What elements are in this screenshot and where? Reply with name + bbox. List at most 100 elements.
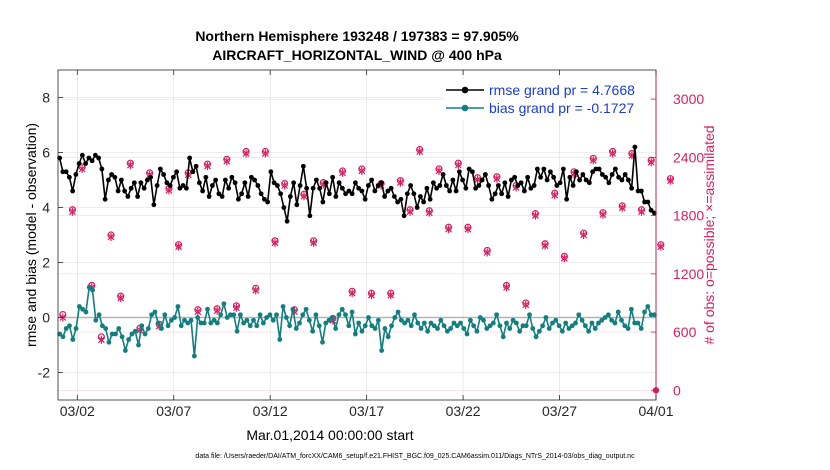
- rmse-marker: [226, 185, 232, 191]
- bias-marker: [60, 334, 66, 340]
- obs-assimilated-marker: [667, 176, 674, 185]
- bias-marker: [605, 312, 611, 318]
- bias-marker: [152, 309, 158, 315]
- bias-marker: [510, 317, 516, 323]
- obs-assimilated-marker: [368, 291, 375, 300]
- obs-assimilated-marker: [657, 242, 665, 251]
- bias-marker: [336, 312, 342, 318]
- bias-marker: [145, 326, 151, 331]
- rmse-marker: [229, 174, 235, 180]
- rmse-marker: [362, 196, 368, 202]
- x-tick-label: 03/07: [156, 403, 191, 419]
- bias-marker: [211, 317, 217, 323]
- rmse-marker: [206, 194, 212, 199]
- bias-marker: [313, 312, 319, 318]
- bias-marker: [198, 320, 204, 326]
- rmse-marker: [638, 188, 644, 194]
- bias-marker: [412, 312, 417, 318]
- bias-marker: [300, 312, 306, 318]
- rmse-marker: [453, 188, 459, 194]
- rmse-marker: [63, 169, 69, 175]
- bias-marker: [628, 306, 634, 312]
- obs-assimilated-marker: [445, 225, 453, 234]
- bias-marker: [142, 331, 148, 337]
- rmse-marker: [187, 155, 193, 161]
- bias-marker: [214, 320, 220, 326]
- bias-marker: [458, 320, 463, 326]
- bias-marker: [119, 334, 125, 340]
- obs-layer: [59, 145, 675, 394]
- bias-marker: [224, 315, 230, 320]
- rmse-marker: [190, 169, 196, 175]
- bias-marker: [178, 323, 184, 329]
- rmse-marker: [141, 185, 147, 191]
- rmse-marker: [89, 158, 95, 164]
- rmse-marker: [209, 183, 215, 188]
- rmse-marker: [603, 174, 609, 180]
- bias-marker: [527, 312, 532, 318]
- bias-marker: [533, 334, 539, 340]
- bias-marker: [494, 312, 500, 318]
- rmse-marker: [248, 174, 254, 180]
- rmse-marker: [447, 188, 453, 194]
- bias-marker: [471, 323, 477, 329]
- bias-marker: [155, 320, 161, 326]
- rmse-marker: [79, 152, 85, 158]
- bias-marker: [428, 320, 434, 326]
- rmse-marker: [131, 180, 137, 186]
- obs-assimilated-marker: [647, 158, 655, 167]
- rmse-marker: [291, 180, 297, 186]
- rmse-marker: [151, 202, 157, 208]
- bias-marker: [162, 312, 168, 318]
- rmse-marker: [424, 185, 430, 191]
- bias-marker: [536, 328, 542, 334]
- rmse-marker: [255, 183, 261, 188]
- rmse-marker: [616, 174, 622, 180]
- bias-marker: [63, 326, 69, 331]
- bias-marker: [395, 309, 401, 315]
- bias-marker: [622, 323, 628, 329]
- rmse-marker: [245, 194, 251, 199]
- rmse-marker: [508, 177, 514, 183]
- bias-marker: [632, 320, 638, 326]
- bias-marker: [576, 312, 582, 318]
- bias-marker: [260, 320, 266, 326]
- bias-marker: [642, 309, 647, 315]
- rmse-marker: [239, 191, 245, 197]
- bias-marker: [228, 312, 233, 318]
- obs-assimilated-marker: [126, 161, 134, 170]
- rmse-marker: [336, 180, 342, 186]
- rmse-marker: [495, 183, 501, 188]
- rmse-marker: [586, 180, 592, 186]
- bias-marker: [425, 328, 431, 334]
- rmse-marker: [109, 172, 115, 177]
- bias-marker: [106, 339, 112, 345]
- rmse-marker: [580, 172, 586, 177]
- bias-marker: [109, 331, 115, 337]
- bias-marker: [231, 312, 237, 318]
- legend-box: [444, 79, 649, 120]
- rmse-marker: [476, 183, 482, 188]
- rmse-marker: [99, 166, 105, 172]
- bias-marker: [385, 334, 391, 340]
- bias-marker: [573, 320, 578, 326]
- rmse-marker: [434, 185, 440, 191]
- bias-marker: [333, 326, 339, 331]
- rmse-marker: [352, 180, 358, 186]
- rmse-marker: [460, 177, 466, 183]
- rmse-marker: [492, 191, 498, 197]
- rmse-marker: [222, 177, 228, 183]
- bias-marker: [500, 334, 506, 340]
- bias-marker: [86, 284, 92, 290]
- obs-assimilated-marker: [271, 238, 279, 247]
- bias-marker: [461, 326, 467, 331]
- rmse-marker: [265, 199, 271, 205]
- bias-marker: [563, 320, 569, 326]
- bias-marker: [237, 312, 243, 318]
- rmse-marker: [200, 188, 206, 194]
- obs-assimilated-marker: [599, 210, 607, 219]
- rmse-marker: [648, 207, 654, 213]
- data-file-footer: data file: /Users/raeder/DAI/ATM_forcXX/…: [195, 453, 635, 460]
- y-tick-label-left: 4: [42, 200, 50, 216]
- bias-marker: [93, 317, 99, 323]
